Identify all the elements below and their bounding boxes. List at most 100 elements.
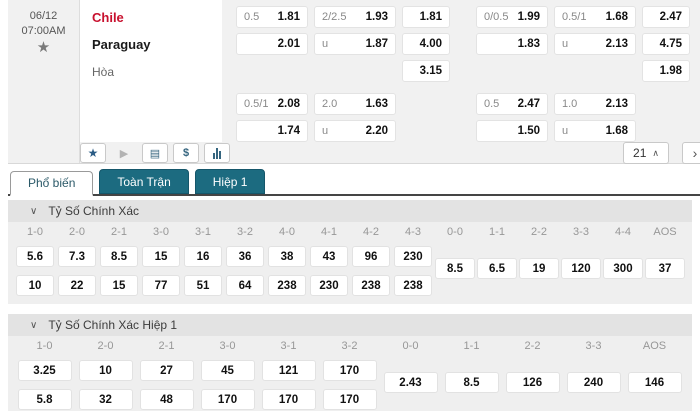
over-odds-cell[interactable]: 2/2.5 1.93 xyxy=(314,6,396,28)
odds-cell[interactable]: 15 xyxy=(142,246,180,267)
odds-cell[interactable]: 238 xyxy=(394,275,432,296)
over-odds-cell[interactable]: 1.0 2.13 xyxy=(554,93,636,115)
odds-value: 1.83 xyxy=(517,38,540,50)
odds-cell[interactable]: 37 xyxy=(645,258,685,279)
away-win-odds-cell[interactable]: 4.00 xyxy=(402,33,450,55)
handicap-odds-cell[interactable]: 1.74 xyxy=(236,120,308,142)
score-column: 3-0 45 170 xyxy=(197,338,258,410)
score-column: 4-3 230 238 xyxy=(392,224,434,296)
handicap-odds-cell[interactable]: 0/0.5 1.99 xyxy=(476,6,548,28)
chevron-right-icon: › xyxy=(692,145,698,161)
odds-block-fulltime: 0.5 1.81 2/2.5 1.93 1.81 0/0.5 xyxy=(236,6,696,82)
draw-odds-cell[interactable]: 3.15 xyxy=(402,60,450,82)
handicap-odds-cell[interactable]: 0.5/1 2.08 xyxy=(236,93,308,115)
handicap-odds-cell[interactable]: 1.50 xyxy=(476,120,548,142)
odds-cell[interactable]: 5.6 xyxy=(16,246,54,267)
odds-cell[interactable]: 48 xyxy=(139,389,194,410)
odds-cell[interactable]: 126 xyxy=(505,372,560,393)
odds-cell[interactable]: 7.3 xyxy=(58,246,96,267)
odds-cell[interactable]: 38 xyxy=(268,246,306,267)
odds-cell[interactable]: 120 xyxy=(561,258,601,279)
handicap-odds-cell[interactable]: 2.01 xyxy=(236,33,308,55)
handicap-line: 0.5 xyxy=(484,98,500,110)
odds-cell[interactable]: 77 xyxy=(142,275,180,296)
under-odds-cell[interactable]: u 1.68 xyxy=(554,120,636,142)
odds-cell[interactable]: 5.8 xyxy=(17,389,72,410)
odds-cell[interactable]: 170 xyxy=(200,389,255,410)
odds-value: 1.81 xyxy=(277,11,300,23)
home-win-odds-cell[interactable]: 1.81 xyxy=(402,6,450,28)
odds-cell[interactable]: 238 xyxy=(268,275,306,296)
away-win-odds-cell[interactable]: 4.75 xyxy=(642,33,690,55)
tab-hiep-1[interactable]: Hiệp 1 xyxy=(194,169,266,194)
odds-cell[interactable]: 146 xyxy=(627,372,682,393)
draw-odds-cell[interactable]: 1.98 xyxy=(642,60,690,82)
home-win-odds-cell[interactable]: 2.47 xyxy=(642,6,690,28)
odds-cell[interactable]: 230 xyxy=(394,246,432,267)
odds-cell[interactable]: 15 xyxy=(100,275,138,296)
statistics-button[interactable] xyxy=(204,143,230,163)
odds-cell[interactable]: 300 xyxy=(603,258,643,279)
odds-cell[interactable]: 45 xyxy=(200,360,255,381)
odds-cell[interactable]: 170 xyxy=(322,389,377,410)
odds-value: 1.93 xyxy=(365,11,388,23)
next-button[interactable]: › xyxy=(682,142,700,164)
odds-cell[interactable]: 8.5 xyxy=(444,372,499,393)
section-header[interactable]: ∨ Tỷ Số Chính Xác Hiệp 1 xyxy=(8,314,692,336)
odds-value: 3.15 xyxy=(419,65,442,77)
score-label: 3-2 xyxy=(341,340,358,352)
score-column: 1-1 6.5 xyxy=(476,224,518,296)
under-odds-cell[interactable]: u 2.13 xyxy=(554,33,636,55)
odds-cell[interactable]: 16 xyxy=(184,246,222,267)
score-column: 4-4 300 xyxy=(602,224,644,296)
section-header[interactable]: ∨ Tỷ Số Chính Xác xyxy=(8,200,692,222)
bet-slip-button[interactable]: ▤ xyxy=(142,143,168,163)
favorite-star-icon[interactable]: ★ xyxy=(36,39,51,56)
live-stream-button[interactable]: ▶ xyxy=(111,143,137,163)
tab-pho-bien[interactable]: Phổ biến xyxy=(10,171,94,196)
bet-slip-icon: ▤ xyxy=(149,147,161,160)
section-correct-score-half1: ∨ Tỷ Số Chính Xác Hiệp 1 1-0 3.25 5.8 2-… xyxy=(8,314,692,411)
odds-cell[interactable]: 121 xyxy=(261,360,316,381)
odds-cell[interactable]: 170 xyxy=(261,389,316,410)
cash-out-button[interactable]: $ xyxy=(173,143,199,163)
odds-cell[interactable]: 3.25 xyxy=(17,360,72,381)
favorite-button[interactable]: ★ xyxy=(80,143,106,163)
odds-cell[interactable]: 32 xyxy=(78,389,133,410)
odds-cell[interactable]: 64 xyxy=(226,275,264,296)
odds-cell[interactable]: 230 xyxy=(310,275,348,296)
odds-cell[interactable]: 10 xyxy=(16,275,54,296)
tab-label: Hiệp 1 xyxy=(212,174,248,189)
odds-cell[interactable]: 2.43 xyxy=(383,372,438,393)
odds-cell[interactable]: 8.5 xyxy=(100,246,138,267)
odds-cell[interactable]: 8.5 xyxy=(435,258,475,279)
tab-toan-tran[interactable]: Toàn Trận xyxy=(99,169,189,194)
handicap-odds-cell[interactable]: 1.83 xyxy=(476,33,548,55)
spacer xyxy=(642,93,690,115)
markets-count-button[interactable]: 21 ∧ xyxy=(623,142,669,164)
odds-cell[interactable]: 238 xyxy=(352,275,390,296)
odds-cell[interactable]: 36 xyxy=(226,246,264,267)
odds-cell[interactable]: 51 xyxy=(184,275,222,296)
score-grid-main: 1-0 5.6 10 2-0 7.3 22 2-1 8.5 15 3-0 15 xyxy=(14,224,434,296)
over-odds-cell[interactable]: 2.0 1.63 xyxy=(314,93,396,115)
odds-cell[interactable]: 240 xyxy=(566,372,621,393)
score-column: 3-1 16 51 xyxy=(182,224,224,296)
handicap-odds-cell[interactable]: 0.5 2.47 xyxy=(476,93,548,115)
odds-cell[interactable]: 27 xyxy=(139,360,194,381)
odds-cell[interactable]: 96 xyxy=(352,246,390,267)
odds-cell[interactable]: 6.5 xyxy=(477,258,517,279)
odds-cell[interactable]: 10 xyxy=(78,360,133,381)
odds-cell[interactable]: 19 xyxy=(519,258,559,279)
odds-cell[interactable]: 170 xyxy=(322,360,377,381)
under-odds-cell[interactable]: u 2.20 xyxy=(314,120,396,142)
under-odds-cell[interactable]: u 1.87 xyxy=(314,33,396,55)
handicap-line: 0/0.5 xyxy=(484,11,509,23)
handicap-odds-cell[interactable]: 0.5 1.81 xyxy=(236,6,308,28)
score-label: 4-4 xyxy=(615,226,631,238)
odds-cell[interactable]: 43 xyxy=(310,246,348,267)
odds-cell[interactable]: 22 xyxy=(58,275,96,296)
over-odds-cell[interactable]: 0.5/1 1.68 xyxy=(554,6,636,28)
spacer xyxy=(314,60,396,82)
